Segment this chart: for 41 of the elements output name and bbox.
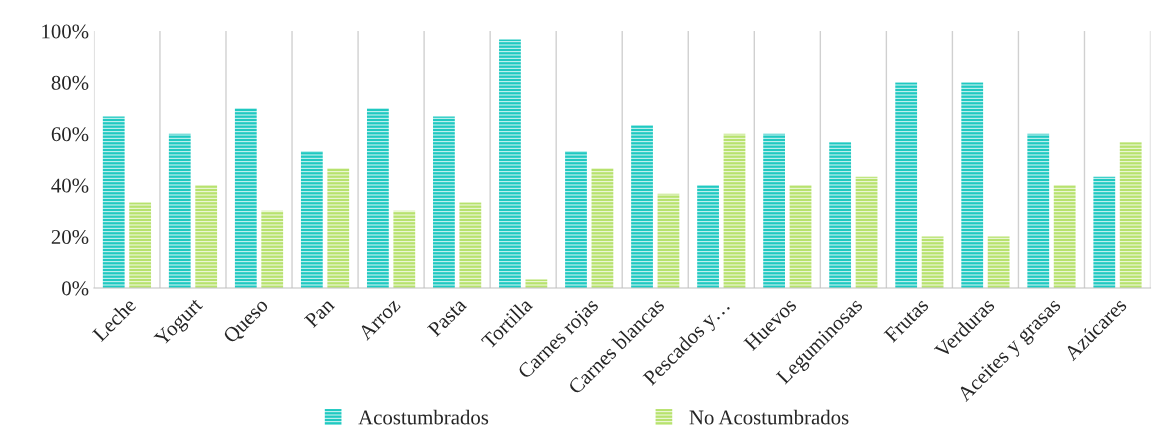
bar	[1119, 142, 1142, 288]
bar	[129, 202, 152, 288]
bar	[195, 185, 218, 288]
bar	[234, 108, 257, 288]
bar	[987, 236, 1010, 288]
bar	[723, 133, 746, 288]
bar	[261, 210, 284, 288]
bar	[1053, 185, 1076, 288]
bar	[961, 82, 984, 288]
bar	[789, 185, 812, 288]
bar	[657, 193, 680, 288]
bar	[102, 116, 125, 288]
y-tick-label: 60%	[51, 127, 89, 142]
y-tick-label: 0%	[62, 281, 89, 296]
y-tick-label: 40%	[51, 178, 89, 193]
bar	[1027, 133, 1050, 288]
bar	[829, 142, 852, 288]
bar	[499, 39, 521, 288]
legend-label: No Acostumbrados	[689, 409, 849, 425]
bar	[327, 167, 350, 288]
bar	[697, 185, 719, 288]
bar	[1093, 176, 1116, 288]
bar	[366, 108, 389, 288]
bar	[763, 133, 785, 288]
y-tick-label: 20%	[51, 229, 89, 245]
bar	[631, 125, 653, 288]
bar	[168, 133, 191, 288]
y-tick-label: 80%	[51, 75, 89, 90]
y-tick-label: 100%	[42, 24, 89, 39]
bar	[565, 151, 587, 288]
bar	[433, 116, 455, 288]
legend-label: Acostumbrados	[358, 409, 489, 425]
bar	[459, 202, 482, 288]
x-tick-label: Pan	[303, 297, 336, 329]
bar	[591, 167, 614, 288]
bar	[393, 210, 416, 288]
bar	[300, 151, 323, 288]
bar	[921, 236, 944, 288]
bar	[855, 176, 878, 288]
bar	[525, 279, 548, 288]
bar	[895, 82, 918, 288]
